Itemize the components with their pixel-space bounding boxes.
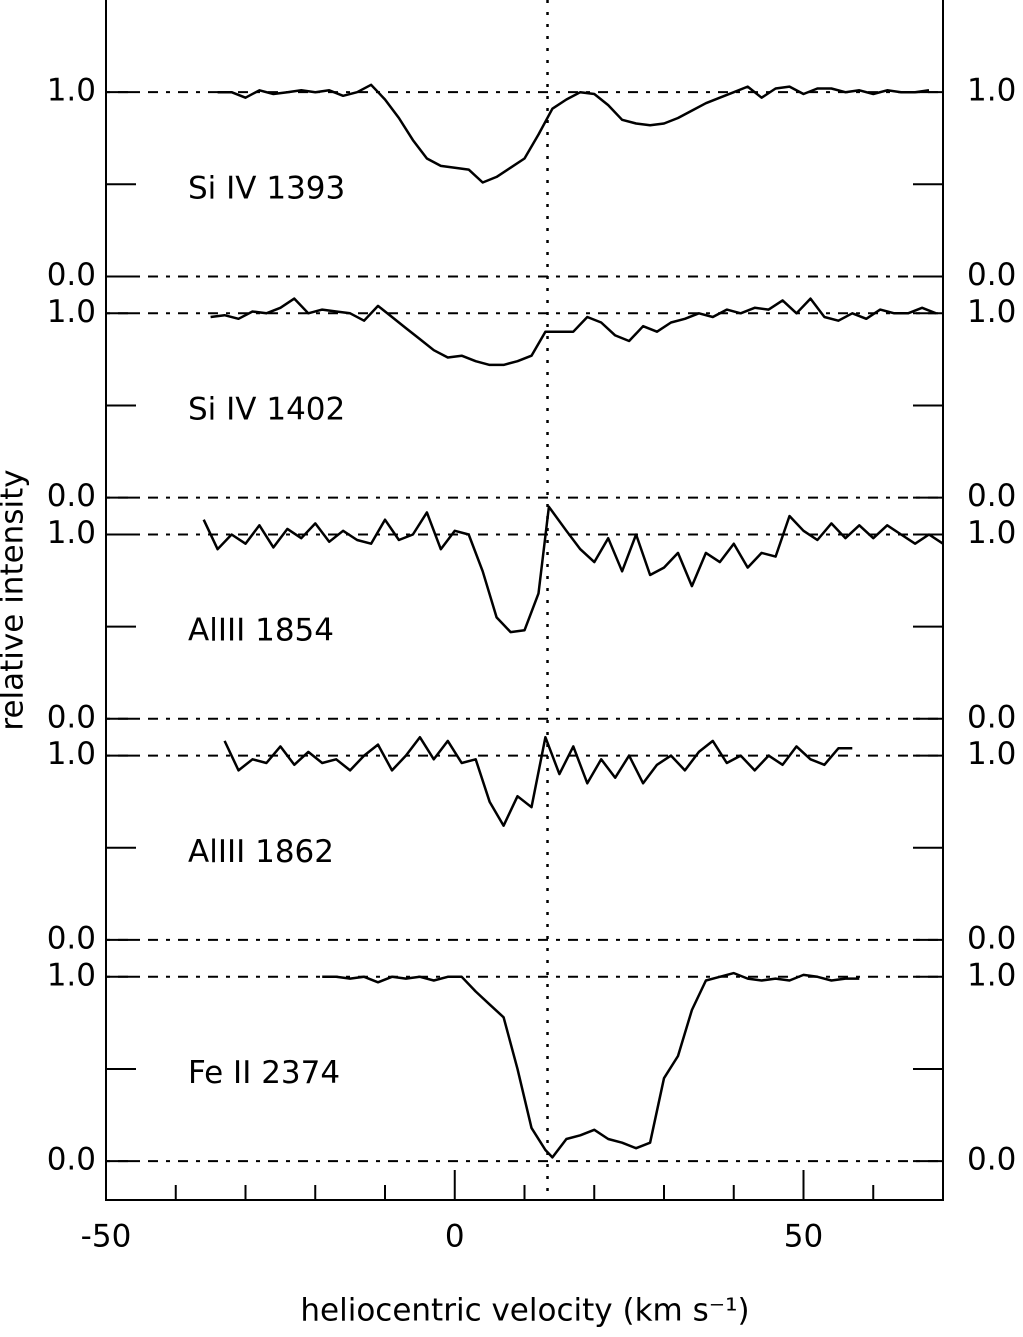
y-tick-label-right: 0.0 <box>967 478 1016 514</box>
x-axis-label: heliocentric velocity (km s⁻¹) <box>300 1293 749 1329</box>
y-tick-label: 1.0 <box>47 957 96 993</box>
y-tick-label-right: 1.0 <box>967 294 1016 330</box>
y-tick-label: 0.0 <box>47 478 96 514</box>
panel-label: AlIII 1862 <box>188 834 334 870</box>
y-tick-label-right: 0.0 <box>967 920 1016 956</box>
y-tick-label: 0.0 <box>47 699 96 735</box>
y-tick-label: 1.0 <box>47 515 96 551</box>
y-tick-label-right: 1.0 <box>967 73 1016 109</box>
y-tick-label: 0.0 <box>47 920 96 956</box>
y-tick-label: 1.0 <box>47 736 96 772</box>
y-axis-label: relative intensity <box>0 469 31 730</box>
y-tick-label-right: 1.0 <box>967 736 1016 772</box>
spectrum-line <box>322 971 860 1159</box>
y-tick-label: 0.0 <box>47 257 96 293</box>
spectrum-line <box>217 83 930 184</box>
x-tick-label: 50 <box>784 1219 823 1255</box>
x-tick-label: 0 <box>445 1219 465 1255</box>
y-tick-label: 1.0 <box>47 294 96 330</box>
x-tick-label: -50 <box>81 1219 132 1255</box>
panel-label: Si IV 1402 <box>188 391 345 427</box>
y-tick-label-right: 1.0 <box>967 515 1016 551</box>
spectrum-line <box>223 735 853 827</box>
y-tick-label-right: 0.0 <box>967 1142 1016 1178</box>
spectrum-line <box>202 505 944 634</box>
y-tick-label-right: 0.0 <box>967 699 1016 735</box>
spectrum-line <box>210 297 937 367</box>
y-tick-label-right: 0.0 <box>967 257 1016 293</box>
panel-label: Si IV 1393 <box>188 170 345 206</box>
panel-label: Fe II 2374 <box>188 1055 340 1091</box>
y-tick-label: 0.0 <box>47 1142 96 1178</box>
y-tick-label: 1.0 <box>47 73 96 109</box>
y-tick-label-right: 1.0 <box>967 957 1016 993</box>
panel-label: AlIII 1854 <box>188 613 334 649</box>
